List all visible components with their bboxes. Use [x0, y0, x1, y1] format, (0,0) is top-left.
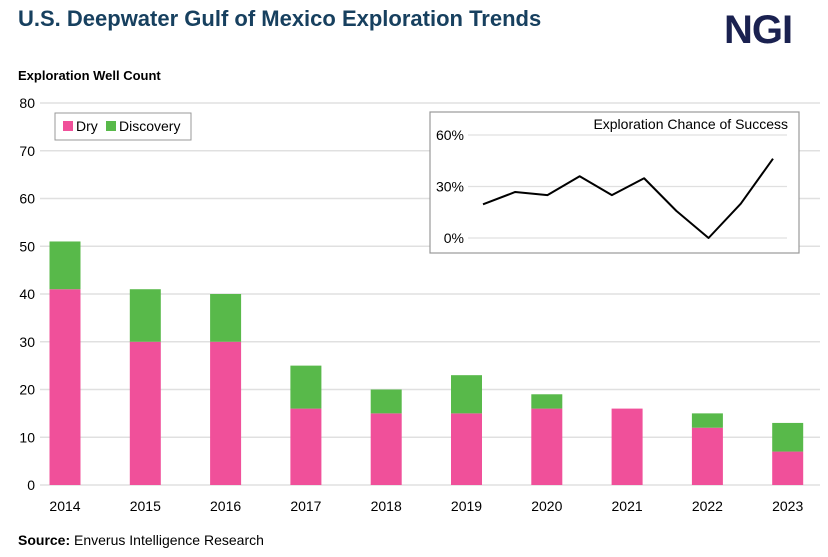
legend	[54, 112, 192, 141]
bar-dry	[691, 427, 723, 485]
y-tick-label: 20	[19, 382, 35, 398]
inset-y-tick-label: 60%	[436, 127, 464, 143]
legend-label-discovery: Discovery	[119, 118, 180, 134]
bar-discovery	[210, 294, 242, 342]
bar-dry	[370, 413, 402, 485]
x-tick-label: 2019	[451, 498, 482, 514]
bar-dry	[49, 289, 81, 485]
source-label: Source:	[18, 532, 71, 548]
x-tick-label: 2015	[130, 498, 161, 514]
x-tick-label: 2023	[772, 498, 803, 514]
source-text: Enverus Intelligence Research	[74, 532, 264, 548]
bar-dry	[611, 408, 643, 485]
bar-discovery	[772, 422, 804, 452]
y-tick-label: 70	[19, 143, 35, 159]
bar-discovery	[290, 365, 322, 409]
bar-discovery	[370, 389, 402, 414]
x-tick-label: 2016	[210, 498, 241, 514]
y-tick-label: 30	[19, 334, 35, 350]
bar-discovery	[531, 394, 563, 409]
bar-dry	[451, 413, 482, 485]
bar-discovery	[691, 413, 723, 428]
inset-y-tick-label: 30%	[436, 179, 464, 195]
bar-dry	[210, 341, 242, 485]
legend-label-dry: Dry	[76, 118, 98, 134]
bar-discovery	[451, 375, 482, 414]
bar-dry	[772, 451, 804, 485]
ngi-logo: NGI	[724, 8, 793, 52]
inset-chart	[429, 111, 800, 254]
bar-dry	[290, 408, 322, 485]
bar-dry	[531, 408, 563, 485]
y-tick-label: 50	[19, 238, 35, 254]
bar-discovery	[49, 241, 81, 290]
bar-dry	[129, 341, 161, 485]
x-tick-label: 2020	[531, 498, 562, 514]
legend-swatch-discovery	[106, 121, 116, 131]
y-tick-label: 40	[19, 286, 35, 302]
y-tick-label: 0	[27, 477, 35, 493]
y-tick-label: 80	[19, 95, 35, 111]
x-tick-label: 2022	[692, 498, 723, 514]
x-tick-label: 2017	[290, 498, 321, 514]
x-tick-label: 2021	[612, 498, 643, 514]
inset-y-tick-label: 0%	[444, 230, 464, 246]
legend-swatch-dry	[63, 121, 73, 131]
bar-discovery	[129, 289, 161, 342]
y-tick-label: 10	[19, 429, 35, 445]
y-axis-label: Exploration Well Count	[18, 68, 161, 83]
inset-title: Exploration Chance of Success	[593, 116, 788, 132]
y-tick-label: 60	[19, 191, 35, 207]
x-tick-label: 2018	[371, 498, 402, 514]
success-rate-line	[482, 158, 774, 239]
source-note: Source: Enverus Intelligence Research	[18, 532, 264, 548]
x-tick-label: 2014	[49, 498, 80, 514]
page-title: U.S. Deepwater Gulf of Mexico Exploratio…	[18, 6, 542, 31]
